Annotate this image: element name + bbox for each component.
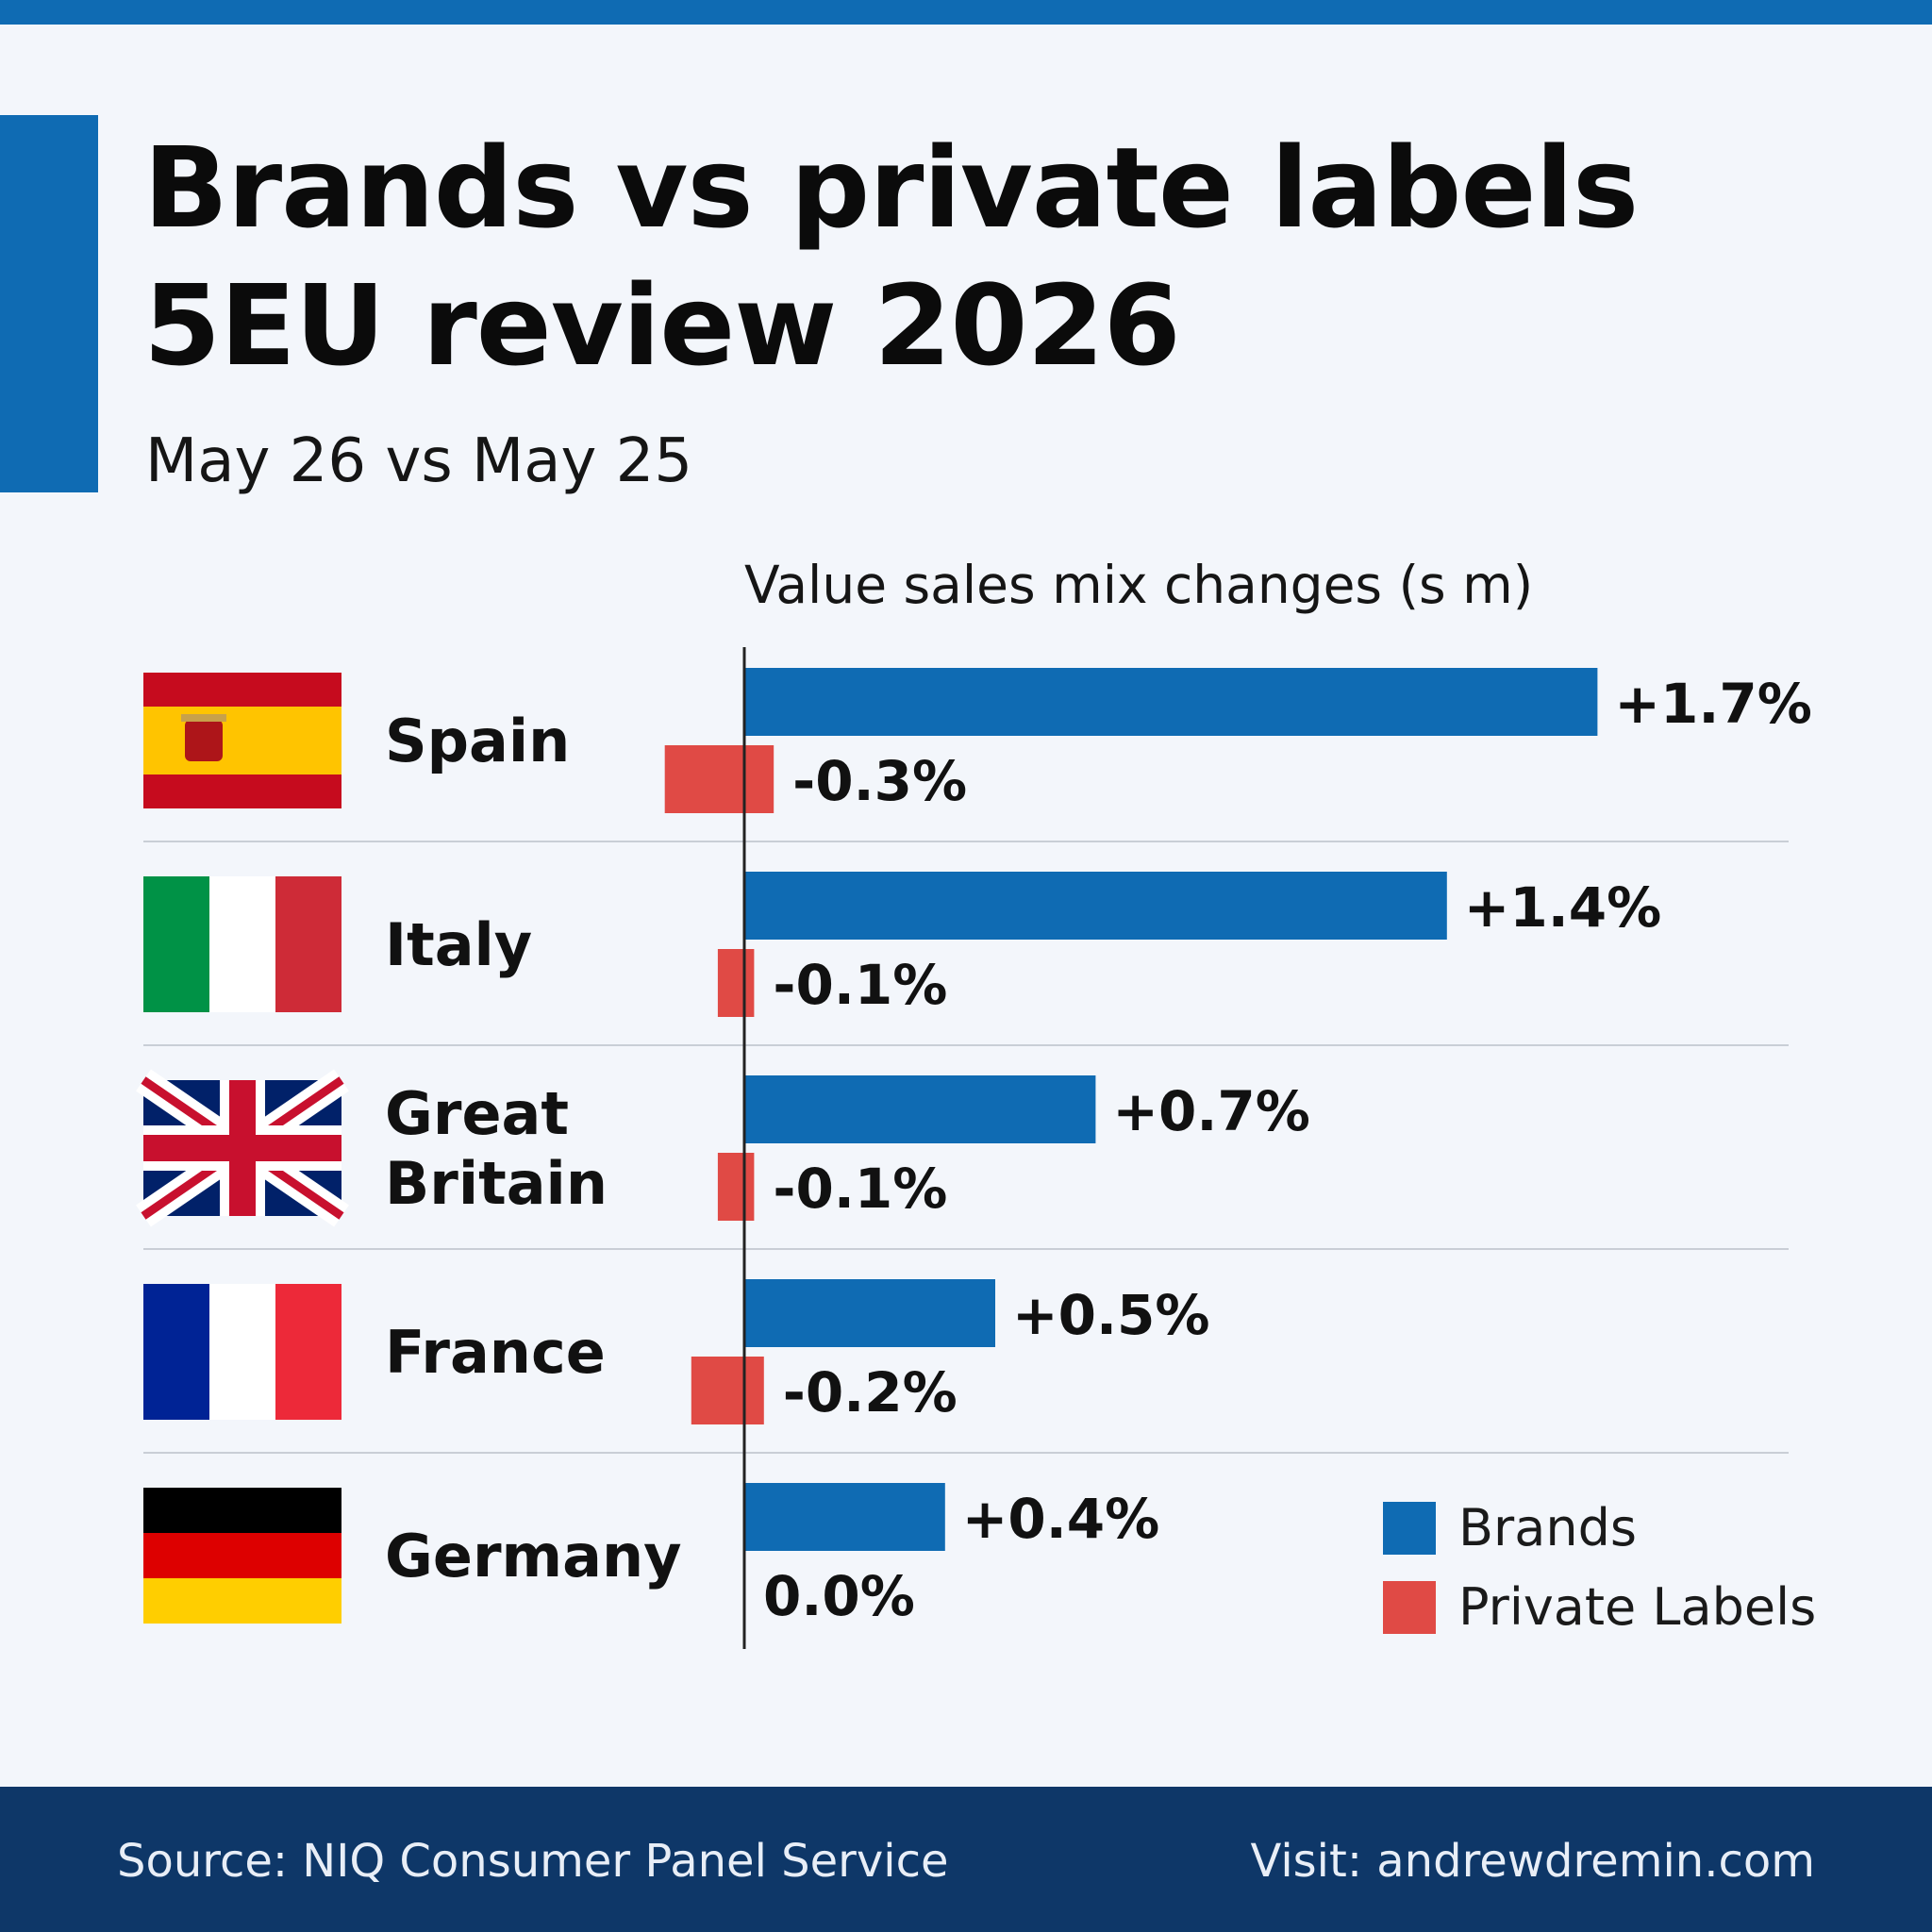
italy-flag-icon: [143, 876, 341, 1012]
legend-brands-swatch: [1383, 1502, 1436, 1555]
legend-brands-label: Brands: [1458, 1498, 1637, 1557]
private-labels-bar: [717, 1153, 755, 1221]
brands-value-label: +0.5%: [1012, 1283, 1209, 1347]
category-label: Spain: [385, 707, 570, 775]
category-label: Britain: [385, 1149, 608, 1218]
brands-value-label: +1.4%: [1464, 875, 1661, 940]
private-labels-value-label: -0.1%: [773, 1157, 947, 1221]
spain-flag-icon: [143, 673, 341, 808]
footer-visit-link[interactable]: Visit: andrewdremin.com: [1250, 1835, 1815, 1888]
side-accent-bar: [0, 115, 98, 492]
germany-flag-icon: [143, 1488, 341, 1624]
bar-chart: Spain +1.7% -0.3% Italy +1.4% -0.1% GreatBrita…: [136, 647, 1816, 1649]
category-label: Great: [385, 1079, 569, 1148]
uk-flag-icon: [136, 1069, 349, 1227]
brands-bar: [744, 1075, 1096, 1143]
brands-value-label: +0.7%: [1112, 1079, 1309, 1143]
category-label: France: [385, 1318, 606, 1387]
brands-value-label: +0.4%: [962, 1487, 1159, 1551]
page-subtitle: May 26 vs May 25: [145, 426, 693, 496]
private-labels-bar: [664, 745, 774, 813]
brands-bar: [744, 1279, 995, 1347]
category-label: Germany: [385, 1522, 682, 1591]
private-labels-value-label: -0.1%: [773, 953, 947, 1017]
legend-private-labels-swatch: [1383, 1581, 1436, 1634]
brands-bar: [744, 668, 1598, 736]
france-flag-icon: [143, 1284, 341, 1420]
category-label: Italy: [385, 910, 532, 979]
private-labels-value-label: -0.2%: [783, 1360, 958, 1424]
private-labels-value-label: 0.0%: [763, 1564, 915, 1628]
private-labels-bar: [691, 1357, 764, 1424]
page-title: Brands vs private labels 5EU review 2026: [143, 123, 1639, 391]
chart-title: Value sales mix changes (s m): [744, 555, 1534, 615]
private-labels-bar: [717, 949, 755, 1017]
brands-value-label: +1.7%: [1614, 672, 1811, 736]
legend-private-labels-label: Private Labels: [1458, 1577, 1816, 1637]
footer-bar: [0, 1787, 1932, 1932]
brands-bar: [744, 1483, 945, 1551]
top-accent-band: [0, 0, 1932, 25]
footer-source: Source: NIQ Consumer Panel Service: [117, 1835, 949, 1888]
private-labels-value-label: -0.3%: [792, 749, 967, 813]
brands-bar: [744, 872, 1447, 940]
